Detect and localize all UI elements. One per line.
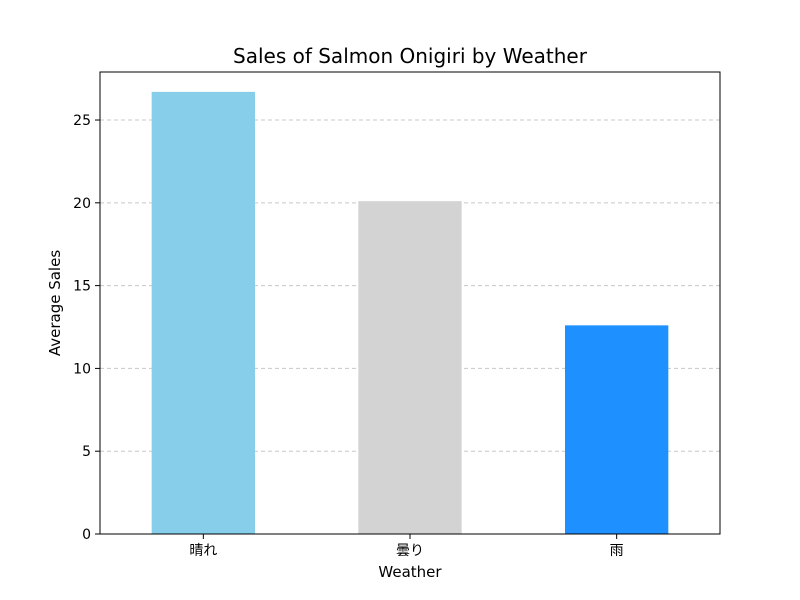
y-axis-ticks: 0 5 10 15 20 25	[73, 113, 100, 543]
bar	[358, 201, 462, 534]
chart-title: Sales of Salmon Onigiri by Weather	[233, 44, 588, 68]
y-axis-label: Average Sales	[46, 250, 64, 356]
x-tick-label: 雨	[610, 543, 624, 559]
x-tick-label: 晴れ	[189, 543, 217, 559]
y-tick-label: 0	[82, 527, 91, 543]
x-tick-label: 曇り	[396, 543, 424, 559]
x-axis-label: Weather	[378, 563, 442, 581]
y-tick-label: 15	[73, 279, 91, 295]
x-axis-ticks: 晴れ 曇り 雨	[189, 534, 624, 559]
bars	[151, 91, 669, 534]
y-tick-label: 20	[73, 196, 91, 212]
y-tick-label: 25	[73, 113, 91, 129]
y-tick-label: 10	[73, 361, 91, 377]
bar	[151, 91, 255, 534]
y-tick-label: 5	[82, 444, 91, 460]
bar	[565, 325, 669, 534]
